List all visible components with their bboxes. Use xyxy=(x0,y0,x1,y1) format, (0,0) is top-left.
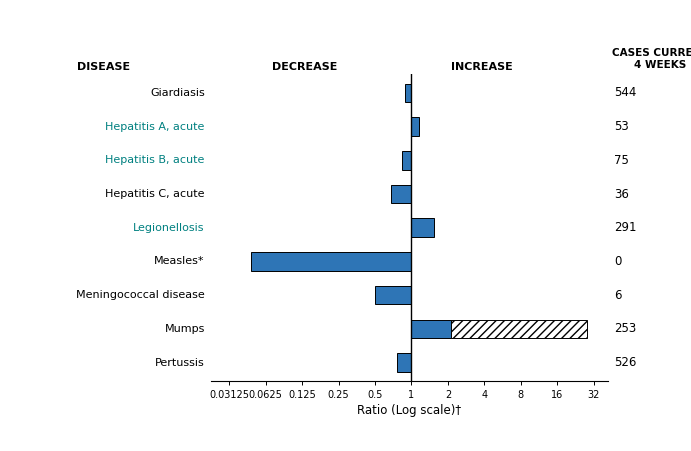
Bar xyxy=(405,84,412,102)
Text: 75: 75 xyxy=(614,154,629,167)
Text: 0: 0 xyxy=(614,255,621,268)
Text: 36: 36 xyxy=(614,188,629,201)
Text: 53: 53 xyxy=(614,120,629,133)
Bar xyxy=(375,286,412,304)
Bar xyxy=(451,320,587,338)
Text: 6: 6 xyxy=(614,289,621,302)
Text: CASES CURRENT
4 WEEKS: CASES CURRENT 4 WEEKS xyxy=(612,47,691,70)
Text: INCREASE: INCREASE xyxy=(451,62,513,72)
Text: Giardiasis: Giardiasis xyxy=(150,88,205,98)
Bar xyxy=(402,151,412,170)
Text: 253: 253 xyxy=(614,322,636,336)
Bar xyxy=(397,353,412,372)
Text: Meningococcal disease: Meningococcal disease xyxy=(76,290,205,300)
Bar xyxy=(412,218,433,237)
Text: DECREASE: DECREASE xyxy=(272,62,337,72)
Text: Mumps: Mumps xyxy=(164,324,205,334)
Text: Legionellosis: Legionellosis xyxy=(133,223,205,233)
Text: 526: 526 xyxy=(614,356,636,369)
Text: 544: 544 xyxy=(614,87,636,100)
Text: Hepatitis A, acute: Hepatitis A, acute xyxy=(106,122,205,132)
Text: Measles*: Measles* xyxy=(154,257,205,267)
Bar xyxy=(251,252,412,271)
X-axis label: Ratio (Log scale)†: Ratio (Log scale)† xyxy=(357,404,462,417)
Text: DISEASE: DISEASE xyxy=(77,62,130,72)
Text: Hepatitis B, acute: Hepatitis B, acute xyxy=(106,155,205,166)
Text: Pertussis: Pertussis xyxy=(155,358,205,368)
Text: Hepatitis C, acute: Hepatitis C, acute xyxy=(105,189,205,199)
Bar xyxy=(391,185,412,203)
Bar xyxy=(412,117,419,136)
Bar xyxy=(412,320,451,338)
Text: 291: 291 xyxy=(614,221,636,234)
